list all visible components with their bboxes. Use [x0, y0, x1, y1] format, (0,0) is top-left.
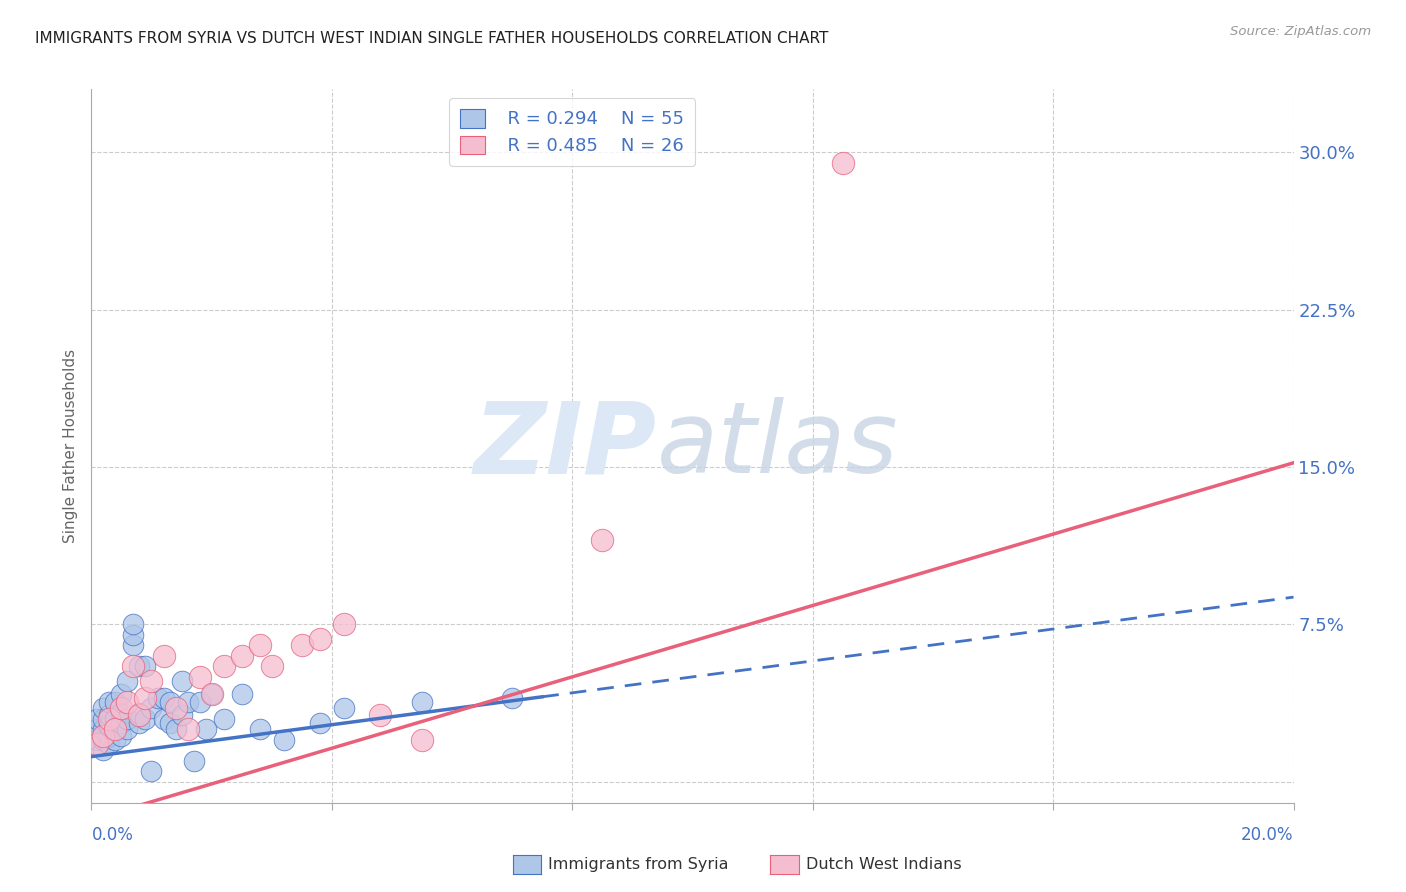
Text: Dutch West Indians: Dutch West Indians — [806, 857, 962, 871]
Point — [117, 712, 139, 726]
Point — [86, 723, 108, 737]
Text: Source: ZipAtlas.com: Source: ZipAtlas.com — [1230, 25, 1371, 38]
Point — [110, 701, 132, 715]
Point — [128, 659, 150, 673]
Point — [176, 695, 198, 709]
Point — [194, 723, 217, 737]
Point — [165, 701, 187, 715]
Point — [93, 701, 115, 715]
Point — [159, 716, 181, 731]
Point — [201, 687, 224, 701]
Text: IMMIGRANTS FROM SYRIA VS DUTCH WEST INDIAN SINGLE FATHER HOUSEHOLDS CORRELATION : IMMIGRANTS FROM SYRIA VS DUTCH WEST INDI… — [35, 31, 828, 46]
Point — [159, 695, 181, 709]
Point — [249, 723, 271, 737]
Point — [333, 617, 356, 632]
Point — [104, 723, 127, 737]
Point — [93, 743, 115, 757]
Point — [98, 729, 121, 743]
Point — [501, 690, 523, 705]
Point — [249, 639, 271, 653]
Point — [141, 701, 163, 715]
Point — [170, 674, 193, 689]
Point — [333, 701, 356, 715]
Point — [98, 737, 121, 751]
Point — [98, 718, 121, 732]
Point — [128, 716, 150, 731]
Y-axis label: Single Father Households: Single Father Households — [63, 349, 79, 543]
Point — [98, 695, 121, 709]
Point — [141, 764, 163, 779]
Point — [93, 723, 115, 737]
Point — [86, 737, 108, 751]
Point — [188, 670, 211, 684]
Point — [104, 695, 127, 709]
Text: 20.0%: 20.0% — [1241, 826, 1294, 844]
Point — [411, 695, 433, 709]
Point — [122, 639, 145, 653]
Point — [152, 648, 174, 663]
Point — [308, 632, 330, 646]
Text: ZIP: ZIP — [474, 398, 657, 494]
Point — [110, 687, 132, 701]
Point — [134, 690, 156, 705]
Point — [117, 695, 139, 709]
Point — [291, 639, 314, 653]
Point — [831, 155, 853, 169]
Point — [141, 674, 163, 689]
Point — [117, 723, 139, 737]
Point — [188, 695, 211, 709]
Point — [165, 723, 187, 737]
Point — [212, 659, 235, 673]
Point — [110, 706, 132, 720]
Point — [86, 732, 108, 747]
Point — [183, 754, 205, 768]
Legend:   R = 0.294    N = 55,   R = 0.485    N = 26: R = 0.294 N = 55, R = 0.485 N = 26 — [450, 98, 695, 166]
Point — [176, 723, 198, 737]
Point — [98, 712, 121, 726]
Point — [308, 716, 330, 731]
Point — [170, 707, 193, 722]
Point — [134, 712, 156, 726]
Point — [104, 732, 127, 747]
Text: atlas: atlas — [657, 398, 898, 494]
Text: 0.0%: 0.0% — [91, 826, 134, 844]
Point — [128, 707, 150, 722]
Point — [146, 690, 169, 705]
Point — [104, 723, 127, 737]
Text: Immigrants from Syria: Immigrants from Syria — [548, 857, 728, 871]
Point — [104, 712, 127, 726]
Point — [368, 707, 391, 722]
Point — [152, 712, 174, 726]
Point — [117, 674, 139, 689]
Point — [128, 706, 150, 720]
Point — [231, 648, 253, 663]
Point — [152, 690, 174, 705]
Point — [231, 687, 253, 701]
Point — [212, 712, 235, 726]
Point — [93, 712, 115, 726]
Point — [122, 628, 145, 642]
Point — [260, 659, 283, 673]
Point — [93, 729, 115, 743]
Point — [98, 707, 121, 722]
Point — [93, 732, 115, 747]
Point — [591, 533, 613, 548]
Point — [411, 732, 433, 747]
Point — [134, 659, 156, 673]
Point — [86, 712, 108, 726]
Point — [201, 687, 224, 701]
Point — [122, 659, 145, 673]
Point — [122, 617, 145, 632]
Point — [110, 729, 132, 743]
Point — [110, 716, 132, 731]
Point — [273, 732, 295, 747]
